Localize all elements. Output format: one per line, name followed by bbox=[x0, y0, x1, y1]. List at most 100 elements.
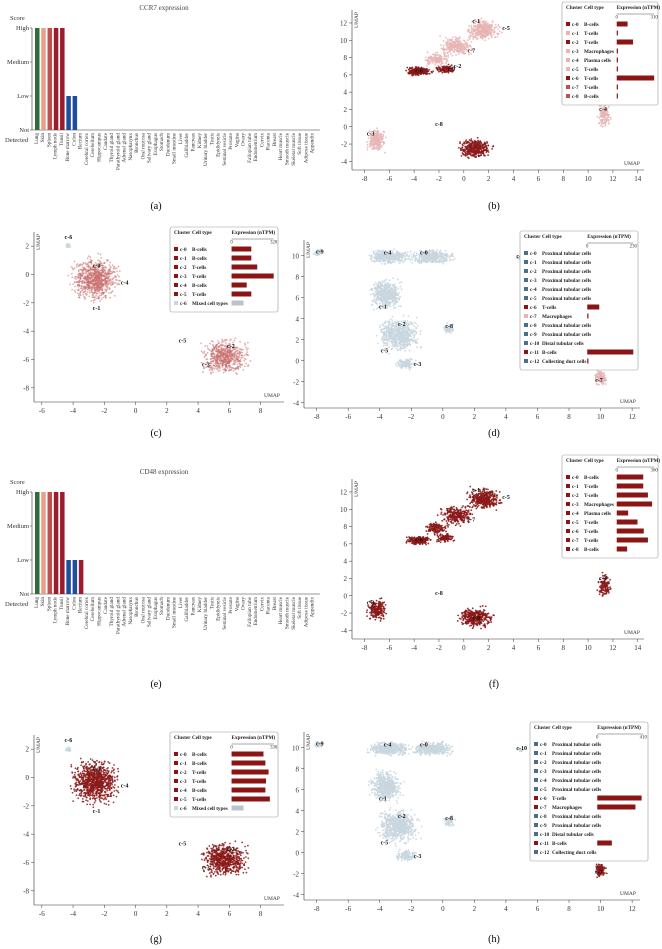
y-tick-label: -4 bbox=[293, 399, 299, 407]
cell-point bbox=[463, 43, 466, 46]
cell-point bbox=[107, 280, 110, 283]
cell-point bbox=[77, 274, 79, 276]
cell-point bbox=[460, 47, 463, 50]
cell-point bbox=[601, 122, 604, 125]
cell-point bbox=[225, 356, 228, 359]
cell-point bbox=[103, 262, 106, 264]
cell-point bbox=[77, 288, 80, 291]
cell-point bbox=[467, 39, 469, 41]
cell-point bbox=[435, 54, 438, 56]
cell-point bbox=[81, 282, 84, 284]
cell-point bbox=[395, 293, 397, 296]
cell-point bbox=[112, 267, 115, 270]
cell-point bbox=[451, 41, 454, 44]
cell-point bbox=[99, 300, 102, 302]
x-tick-label: 10 bbox=[597, 413, 605, 421]
cell-point bbox=[216, 359, 218, 362]
legend-cell-type: T-cells bbox=[584, 67, 598, 73]
x-tick-label: Cerebellum bbox=[90, 133, 96, 157]
cell-point bbox=[436, 57, 439, 60]
x-tick-label: -2 bbox=[436, 175, 442, 183]
cell-point bbox=[440, 260, 443, 263]
cell-point bbox=[370, 257, 372, 260]
cell-point bbox=[373, 256, 375, 259]
cell-point bbox=[375, 250, 377, 253]
cell-point bbox=[451, 36, 454, 39]
umap-y-label: UMAP bbox=[306, 242, 312, 258]
cell-point bbox=[438, 59, 441, 62]
cell-point bbox=[224, 363, 227, 366]
cell-point bbox=[217, 355, 220, 358]
cell-point bbox=[494, 36, 497, 39]
legend-cluster-id: c-1 bbox=[572, 31, 579, 37]
cell-point bbox=[467, 48, 470, 51]
cluster-label: c-8 bbox=[435, 122, 443, 128]
cell-point bbox=[478, 19, 481, 22]
legend-swatch bbox=[174, 247, 178, 251]
cell-point bbox=[461, 143, 464, 146]
y-tick-label: 2 bbox=[26, 243, 30, 251]
cell-point bbox=[400, 257, 403, 260]
cell-point bbox=[481, 37, 484, 40]
cell-point bbox=[222, 344, 225, 347]
cell-point bbox=[366, 141, 369, 143]
cell-point bbox=[243, 354, 246, 357]
cell-point bbox=[428, 62, 431, 64]
cell-point bbox=[374, 255, 377, 257]
cell-point bbox=[224, 368, 227, 371]
cell-point bbox=[86, 270, 89, 273]
y-tick-label: Medium bbox=[7, 59, 29, 66]
cell-point bbox=[478, 32, 481, 35]
cell-point bbox=[82, 293, 85, 296]
cell-point bbox=[599, 119, 602, 122]
cell-point bbox=[372, 250, 375, 253]
x-tick-label: Smooth muscle bbox=[284, 132, 290, 165]
cell-point bbox=[484, 22, 487, 24]
cell-point bbox=[103, 295, 106, 298]
cell-point bbox=[428, 60, 431, 63]
y-tick-label: 2 bbox=[344, 106, 348, 114]
x-tick-label: 4 bbox=[196, 407, 200, 415]
cell-point bbox=[481, 31, 484, 34]
cell-point bbox=[223, 349, 226, 352]
cell-point bbox=[430, 61, 433, 63]
cell-point bbox=[424, 71, 426, 74]
x-tick-label: Rectum bbox=[78, 133, 84, 149]
cell-point bbox=[457, 146, 460, 149]
cell-point bbox=[222, 364, 224, 367]
x-tick-label: Vagina bbox=[234, 132, 240, 147]
cell-point bbox=[458, 36, 461, 38]
cell-point bbox=[399, 285, 402, 288]
cell-point bbox=[212, 371, 214, 374]
umap-x-label: UMAP bbox=[264, 393, 280, 399]
x-tick-label: 0 bbox=[441, 413, 445, 421]
cell-point bbox=[83, 285, 86, 288]
cell-point bbox=[220, 346, 222, 349]
cell-point bbox=[238, 356, 240, 359]
x-tick-label: -6 bbox=[39, 407, 45, 415]
cell-point bbox=[481, 21, 484, 24]
cell-point bbox=[105, 259, 108, 261]
cell-point bbox=[479, 151, 482, 154]
cell-point bbox=[240, 348, 242, 350]
cell-point bbox=[107, 283, 110, 286]
cell-point bbox=[217, 370, 220, 373]
cell-point bbox=[98, 294, 101, 297]
cell-point bbox=[74, 281, 77, 284]
cell-point bbox=[95, 289, 97, 292]
cell-point bbox=[609, 116, 612, 119]
cell-point bbox=[87, 266, 90, 269]
cell-point bbox=[443, 53, 446, 56]
cell-point bbox=[371, 304, 374, 306]
cell-point bbox=[603, 116, 606, 119]
x-tick-label: -8 bbox=[362, 175, 368, 183]
cell-point bbox=[100, 262, 103, 265]
cell-point bbox=[462, 45, 465, 47]
cell-point bbox=[446, 46, 449, 49]
cell-point bbox=[69, 283, 71, 286]
cell-point bbox=[97, 252, 100, 255]
x-tick-label: Lymph node bbox=[53, 132, 59, 159]
cell-point bbox=[221, 349, 224, 352]
cell-point bbox=[395, 286, 398, 289]
cell-point bbox=[87, 272, 90, 275]
